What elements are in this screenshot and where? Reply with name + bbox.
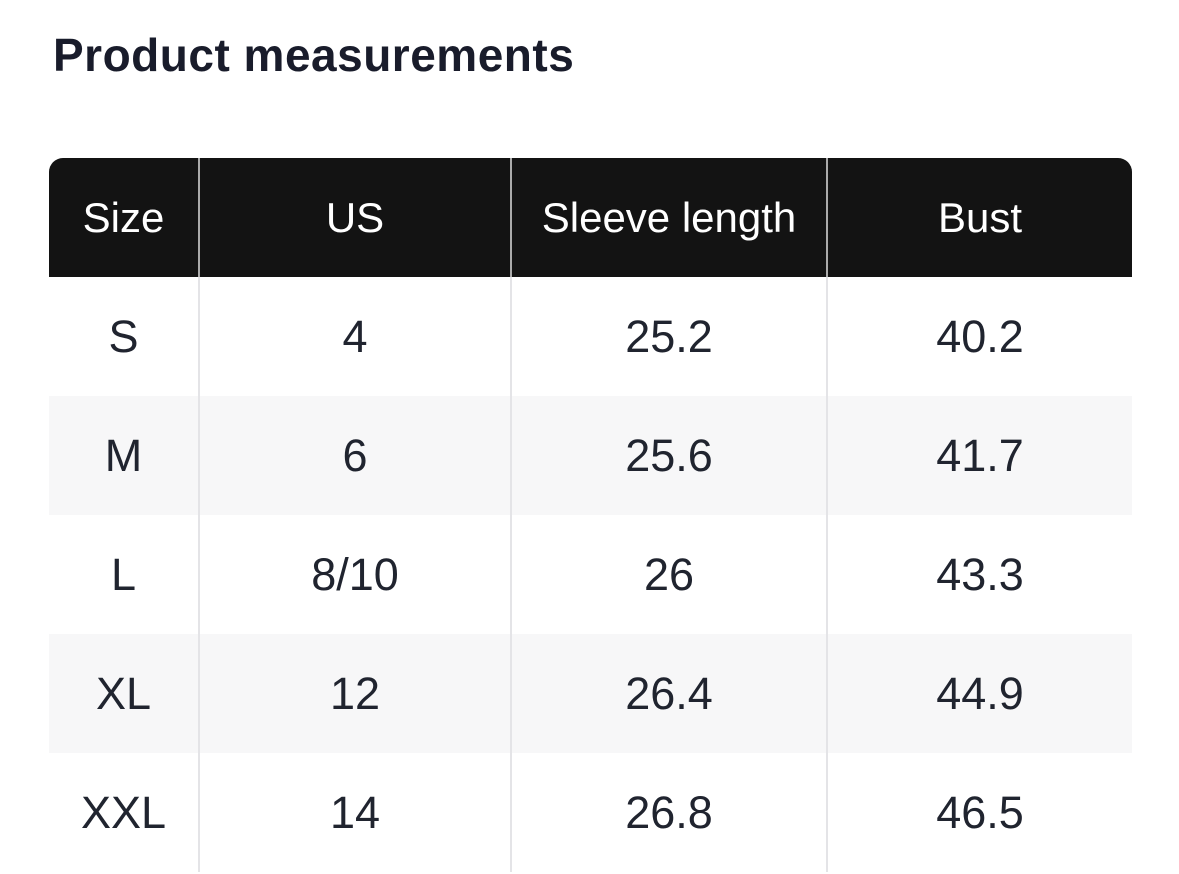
table-cell: 6 [199, 396, 512, 515]
table-header: Size US Sleeve length Bust [49, 158, 1132, 277]
measurements-table-wrap: Size US Sleeve length Bust S 4 25.2 40.2 M 6 25.6… [49, 158, 1132, 874]
table-cell: M [49, 396, 200, 515]
table-cell: S [49, 277, 200, 396]
table-cell: L [49, 515, 200, 634]
header-row: Size US Sleeve length Bust [49, 158, 1132, 277]
table-row: L 8/10 26 43.3 [49, 515, 1132, 634]
table-cell: 46.5 [827, 753, 1132, 872]
header-cell: Bust [827, 158, 1132, 277]
table-cell: 40.2 [827, 277, 1132, 396]
header-cell: Size [49, 158, 200, 277]
table-cell: 26 [511, 515, 828, 634]
table-cell: 43.3 [827, 515, 1132, 634]
table-row: XL 12 26.4 44.9 [49, 634, 1132, 753]
table-cell: XL [49, 634, 200, 753]
table-cell: 25.2 [511, 277, 828, 396]
table-cell: 41.7 [827, 396, 1132, 515]
page-title: Product measurements [53, 29, 575, 81]
table-cell: 26.8 [511, 753, 828, 872]
table-cell: 25.6 [511, 396, 828, 515]
header-cell: Sleeve length [511, 158, 828, 277]
table-row: M 6 25.6 41.7 [49, 396, 1132, 515]
table-cell: XXL [49, 753, 200, 872]
table-cell: 8/10 [199, 515, 512, 634]
header-cell: US [199, 158, 512, 277]
table-row: S 4 25.2 40.2 [49, 277, 1132, 396]
table-cell: 26.4 [511, 634, 828, 753]
table-cell: 14 [199, 753, 512, 872]
table-cell: 44.9 [827, 634, 1132, 753]
table-body: S 4 25.2 40.2 M 6 25.6 41.7 L 8/10 26 43.3 XL 12 26.4 4… [49, 277, 1132, 872]
table-row: XXL 14 26.8 46.5 [49, 753, 1132, 872]
table-cell: 4 [199, 277, 512, 396]
table-cell: 12 [199, 634, 512, 753]
measurements-table: Size US Sleeve length Bust S 4 25.2 40.2 M 6 25.6… [49, 158, 1132, 872]
